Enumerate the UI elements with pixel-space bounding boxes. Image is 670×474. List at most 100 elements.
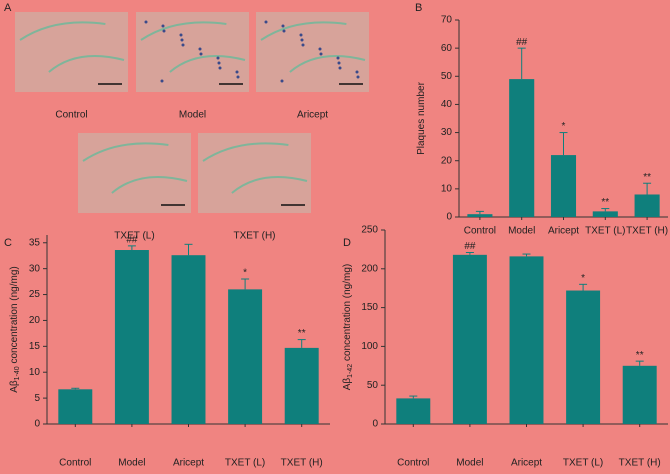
significance-label: ## (516, 37, 528, 48)
y-tick-label: 15 (29, 341, 41, 352)
bar (452, 254, 487, 424)
panel-label: A (4, 2, 12, 14)
image-label: TXET (H) (233, 231, 275, 242)
y-axis-label: Aβ1-40 concentration (ng/mg) (9, 266, 22, 393)
panel-label: B (415, 2, 422, 14)
plaque (281, 24, 285, 28)
plaque (338, 66, 342, 70)
significance-label: * (243, 268, 247, 279)
x-tick-label: Aricept (548, 226, 579, 237)
image-label: Control (55, 110, 87, 121)
plaque (144, 20, 148, 24)
bar (228, 289, 263, 424)
image-label: Model (179, 110, 206, 121)
plaque (218, 66, 222, 70)
bar (592, 211, 618, 217)
plaque (179, 33, 183, 37)
bar (171, 255, 206, 424)
x-tick-label: Aricept (511, 458, 542, 469)
x-tick-label: TXET (H) (619, 458, 661, 469)
bar (509, 256, 544, 424)
y-tick-label: 20 (29, 315, 41, 326)
y-tick-label: 5 (34, 393, 40, 404)
tissue-layer (82, 142, 169, 162)
x-tick-label: Model (118, 458, 145, 469)
plaque (264, 20, 268, 24)
y-axis-label-part: 1-42 (347, 364, 354, 378)
bar (509, 79, 535, 217)
significance-label: * (581, 273, 585, 284)
y-tick-label: 20 (441, 155, 453, 166)
y-tick-label: 0 (372, 419, 378, 430)
plaque (161, 24, 165, 28)
y-tick-label: 10 (441, 183, 453, 194)
bar (114, 250, 149, 424)
plaque (180, 38, 184, 42)
plaque (199, 52, 203, 56)
panel-label: C (4, 237, 12, 249)
y-tick-label: 60 (441, 43, 453, 54)
significance-label: ** (643, 172, 651, 183)
y-axis-label-part: concentration (ng/mg) (9, 266, 20, 366)
plaque (162, 29, 166, 33)
y-tick-label: 35 (29, 237, 41, 248)
y-tick-label: 50 (367, 380, 379, 391)
micrograph (198, 133, 311, 213)
micrograph (78, 133, 191, 213)
bar (622, 365, 657, 424)
plaque (337, 61, 341, 65)
plaque (280, 79, 284, 83)
y-tick-label: 70 (441, 15, 453, 26)
tissue-layer (231, 176, 308, 194)
plaque (356, 75, 360, 79)
x-tick-label: Model (508, 226, 535, 237)
y-tick-label: 0 (446, 212, 452, 223)
tissue-layer (140, 21, 227, 41)
micrograph (136, 12, 249, 92)
tissue-layer (19, 21, 106, 41)
x-tick-label: TXET (H) (626, 226, 668, 237)
plaque (336, 56, 340, 60)
tissue-layer (260, 21, 347, 41)
y-tick-label: 25 (29, 289, 41, 300)
x-tick-label: Control (59, 458, 91, 469)
tissue-layer (169, 55, 246, 73)
image-label: Aricept (297, 110, 328, 121)
plaque (282, 29, 286, 33)
y-axis-label: Aβ1-42 concentration (ng/mg) (342, 264, 355, 391)
plaque (181, 43, 185, 47)
significance-label: ** (601, 197, 609, 208)
bar (467, 214, 493, 217)
significance-label: ** (298, 328, 306, 339)
y-axis-label-part: Aβ (9, 380, 20, 393)
tissue-layer (289, 55, 366, 73)
significance-label: ## (126, 235, 138, 246)
bar (396, 398, 431, 424)
tissue-layer (202, 142, 289, 162)
plaque (299, 33, 303, 37)
x-tick-label: TXET (H) (281, 458, 323, 469)
x-tick-label: Control (464, 226, 496, 237)
y-tick-label: 250 (361, 225, 378, 236)
significance-label: ## (464, 241, 476, 252)
x-tick-label: Control (397, 458, 429, 469)
y-axis-label: Plaques number (416, 81, 427, 154)
y-axis-label-part: 1-40 (14, 366, 21, 380)
plaque (236, 75, 240, 79)
plaque (301, 43, 305, 47)
y-tick-label: 30 (29, 263, 41, 274)
plaque (318, 47, 322, 51)
bar (566, 290, 601, 424)
image-label: TXET (L) (114, 231, 154, 242)
micrograph (256, 12, 369, 92)
x-tick-label: Model (456, 458, 483, 469)
bar (58, 389, 93, 424)
y-tick-label: 0 (34, 419, 40, 430)
x-tick-label: TXET (L) (585, 226, 625, 237)
significance-label: * (562, 121, 566, 132)
plaque (216, 56, 220, 60)
plaque (160, 79, 164, 83)
x-tick-label: Aricept (173, 458, 204, 469)
